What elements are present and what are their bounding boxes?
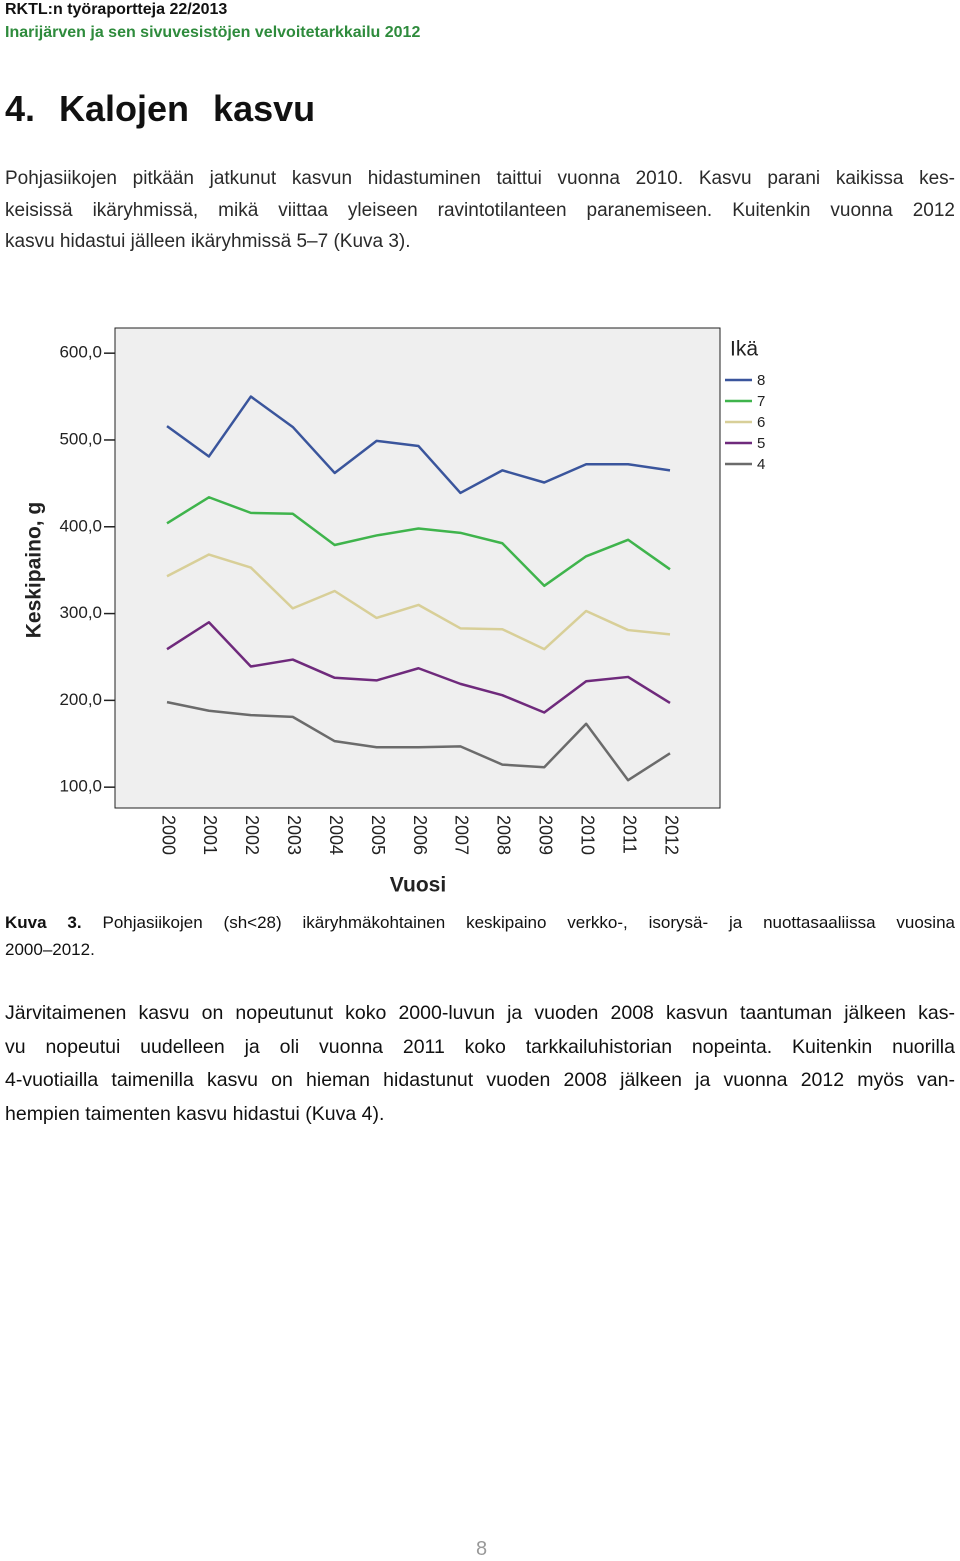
x-tick-label: 2011	[619, 815, 639, 854]
page-number: 8	[476, 1538, 488, 1560]
x-tick-label: 2000	[158, 815, 178, 855]
caption-text: 2000–2012.	[5, 940, 95, 959]
text-line: Pohjasiikojen pitkään jatkunut kasvun hi…	[5, 168, 955, 189]
series-line	[166, 496, 671, 588]
x-tick-label: 2002	[242, 815, 262, 855]
text-line: kasvu hidastui jälleen ikäryhmissä 5–7 (…	[5, 231, 411, 252]
legend-title: Ikä	[730, 338, 758, 361]
legend-label: 7	[757, 393, 765, 410]
y-tick-label: 200,0	[59, 690, 102, 709]
x-tick-label: 2008	[494, 815, 514, 855]
x-axis-label: Vuosi	[390, 874, 446, 897]
caption-label: Kuva 3.	[5, 913, 82, 932]
legend-label: 5	[757, 435, 765, 452]
report-project: Inarijärven ja sen sivuvesistöjen velvoi…	[5, 24, 421, 41]
plot-area	[114, 327, 721, 809]
x-tick-label: 2006	[410, 815, 430, 855]
text-line: Järvitaimenen kasvu on nopeutunut koko 2…	[5, 1002, 955, 1024]
x-tick-label: 2004	[326, 815, 346, 855]
x-tick-label: 2005	[368, 815, 388, 855]
y-tick-label: 300,0	[59, 603, 102, 622]
legend-label: 4	[757, 456, 765, 473]
y-tick-label: 100,0	[59, 777, 102, 796]
text-line: hempien taimenten kasvu hidastui (Kuva 4…	[5, 1102, 385, 1125]
x-tick-label: 2009	[536, 815, 556, 855]
legend-label: 6	[757, 414, 765, 431]
x-tick-label: 2007	[452, 815, 472, 855]
legend-label: 8	[757, 372, 765, 389]
text-line: vu nopeutui uudelleen ja oli vuonna 2011…	[5, 1035, 955, 1058]
x-tick-label: 2010	[577, 815, 597, 855]
x-tick-label: 2003	[284, 815, 304, 855]
caption-line: 2000–2012.	[5, 940, 955, 960]
y-tick-label: 600,0	[59, 343, 102, 362]
series-line	[166, 553, 671, 651]
x-tick-label: 2001	[200, 815, 220, 855]
section-heading: 4. Kalojen kasvu	[5, 88, 316, 129]
y-axis-label: Keskipaino, g	[23, 502, 46, 639]
y-tick-label: 500,0	[59, 429, 102, 448]
series-line	[166, 395, 671, 495]
series-line	[166, 620, 671, 714]
caption-text: Pohjasiikojen (sh<28) ikäryhmäkohtainen …	[102, 913, 956, 932]
chart: Keskipaino, g Vuosi Ikä 100,0 200,0 300,0 4…	[23, 327, 765, 897]
series-line	[166, 700, 671, 782]
caption-line: Kuva 3. Pohjasiikojen (sh<28) ikäryhmäko…	[5, 913, 955, 933]
x-tick-label: 2012	[661, 815, 681, 855]
report-series: RKTL:n työraportteja 22/2013	[5, 1, 228, 18]
y-tick-label: 400,0	[59, 516, 102, 535]
text-line: keisissä ikäryhmissä, mikä viittaa yleis…	[5, 199, 955, 221]
text-line: 4-vuotiailla taimenilla kasvu on hieman …	[5, 1069, 955, 1091]
